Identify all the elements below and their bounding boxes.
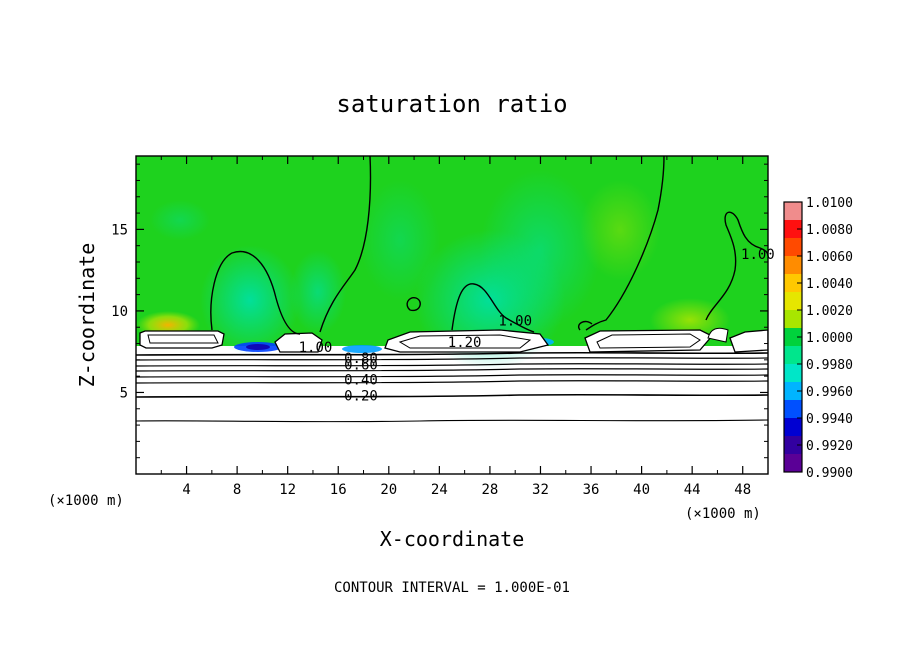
colorbar-swatch (784, 328, 802, 347)
x-tick-label: 12 (279, 482, 296, 498)
chart-title: saturation ratio (336, 90, 567, 118)
y-axis-title: Z-coordinate (75, 243, 99, 388)
colorbar-swatch (784, 292, 802, 311)
contour-label: 0.20 (344, 389, 378, 405)
colorbar-tick-label: 0.9980 (806, 358, 853, 373)
contour-label: 0.60 (344, 358, 378, 374)
colorbar-tick-label: 0.9920 (806, 439, 853, 454)
heatmap-field (136, 156, 768, 474)
colorbar-swatch (784, 346, 802, 365)
colorbar-swatch (784, 310, 802, 329)
x-tick-label: 36 (583, 482, 600, 498)
contour-label: 1.20 (448, 335, 482, 351)
colorbar-tick-label: 1.0000 (806, 331, 853, 346)
y-tick-label: 10 (111, 304, 128, 320)
x-tick-label: 20 (380, 482, 397, 498)
x-axis: 4 8 12 16 20 24 28 32 36 40 44 48 (160, 156, 751, 498)
colorbar-tick-label: 1.0080 (806, 223, 853, 238)
y-tick-label: 15 (111, 222, 128, 238)
x-axis-title: X-coordinate (380, 527, 525, 551)
x-tick-label: 24 (431, 482, 448, 498)
plot-frame (135, 155, 769, 475)
colorbar-swatch (784, 256, 802, 275)
colorbar-tick-label: 1.0040 (806, 277, 853, 292)
colorbar-tick-label: 0.9940 (806, 412, 853, 427)
colorbar-swatch (784, 436, 802, 455)
x-tick-label: 48 (734, 482, 751, 498)
colorbar-tick-label: 0.9960 (806, 385, 853, 400)
colorbar-tick-label: 1.0100 (806, 196, 853, 211)
colorbar-swatch (784, 382, 802, 401)
colorbar-swatch (784, 418, 802, 437)
colorbar-swatch (784, 364, 802, 383)
y-unit-label: (×1000 m) (685, 506, 761, 522)
x-tick-label: 4 (182, 482, 190, 498)
x-unit-label: (×1000 m) (48, 493, 124, 509)
x-tick-label: 28 (481, 482, 498, 498)
x-tick-label: 16 (330, 482, 347, 498)
x-tick-label: 32 (532, 482, 549, 498)
contour-label: 0.40 (344, 372, 378, 388)
x-tick-label: 8 (233, 482, 241, 498)
contour-label: 1.00 (498, 314, 532, 330)
contour-label: 0.80 (344, 351, 378, 367)
colorbar-swatch (784, 274, 802, 293)
y-axis: 5 10 15 (111, 163, 768, 459)
contour-labels: 1.00 0.800.600.400.20 1.20 1.00 1.00 (299, 247, 775, 405)
contour-lines (136, 156, 768, 423)
x-tick-label: 44 (684, 482, 701, 498)
colorbar-swatch (784, 454, 802, 473)
colorbar-tick-label: 1.0020 (806, 304, 853, 319)
y-tick-label: 5 (120, 385, 128, 401)
contour-interval-note: CONTOUR INTERVAL = 1.000E-01 (334, 580, 570, 596)
colorbar-swatch (784, 400, 802, 419)
colorbar: 1.0100 1.0080 1.0060 1.0040 1.0020 1.0000 0.99… (783, 196, 853, 481)
colorbar-swatch (784, 202, 802, 221)
colorbar-swatch (784, 238, 802, 257)
colorbar-tick-label: 1.0060 (806, 250, 853, 265)
contour-label: 1.00 (741, 247, 775, 263)
x-tick-label: 40 (633, 482, 650, 498)
colorbar-swatch (784, 220, 802, 239)
colorbar-tick-label: 0.9900 (806, 466, 853, 481)
contour-label: 1.00 (299, 340, 333, 356)
